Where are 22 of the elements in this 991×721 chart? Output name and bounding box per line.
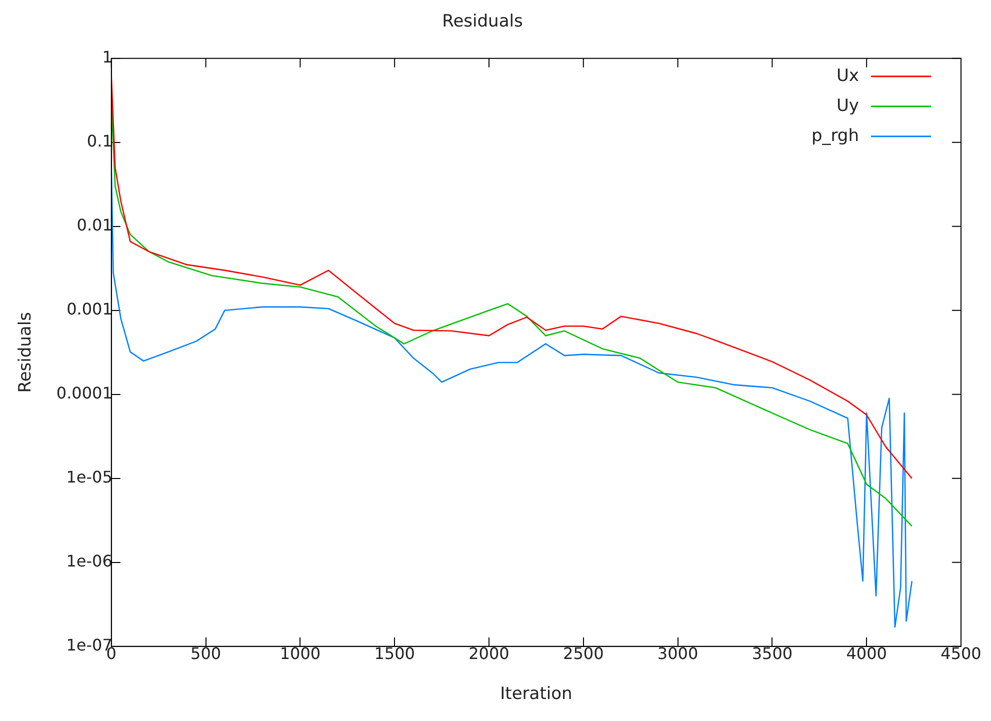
x-tick-label: 1000	[280, 644, 321, 664]
chart-title: Residuals	[442, 12, 523, 32]
y-tick-label: 1	[102, 48, 112, 67]
legend-label: p_rgh	[811, 126, 859, 146]
y-tick-label: 0.0001	[56, 384, 112, 403]
x-tick-label: 3000	[657, 644, 698, 664]
y-tick-label: 1e-06	[66, 552, 112, 571]
y-tick-label: 0.01	[76, 216, 112, 235]
x-tick-label: 2000	[468, 644, 510, 664]
x-tick-label: 1500	[374, 644, 415, 664]
y-tick-label: 1e-05	[66, 468, 112, 487]
y-tick-label: 0.1	[86, 132, 112, 151]
x-tick-label: 500	[190, 644, 222, 664]
x-tick-label: 4000	[846, 644, 887, 664]
x-axis-title: Iteration	[500, 684, 572, 704]
x-tick-label: 4500	[940, 644, 982, 664]
x-tick-label: 2500	[563, 644, 604, 664]
y-axis-title: Residuals	[16, 312, 36, 393]
legend-label: Uy	[836, 96, 859, 116]
x-tick-label: 3500	[752, 644, 793, 664]
legend-label: Ux	[836, 66, 859, 86]
y-tick-label: 0.001	[66, 300, 112, 319]
